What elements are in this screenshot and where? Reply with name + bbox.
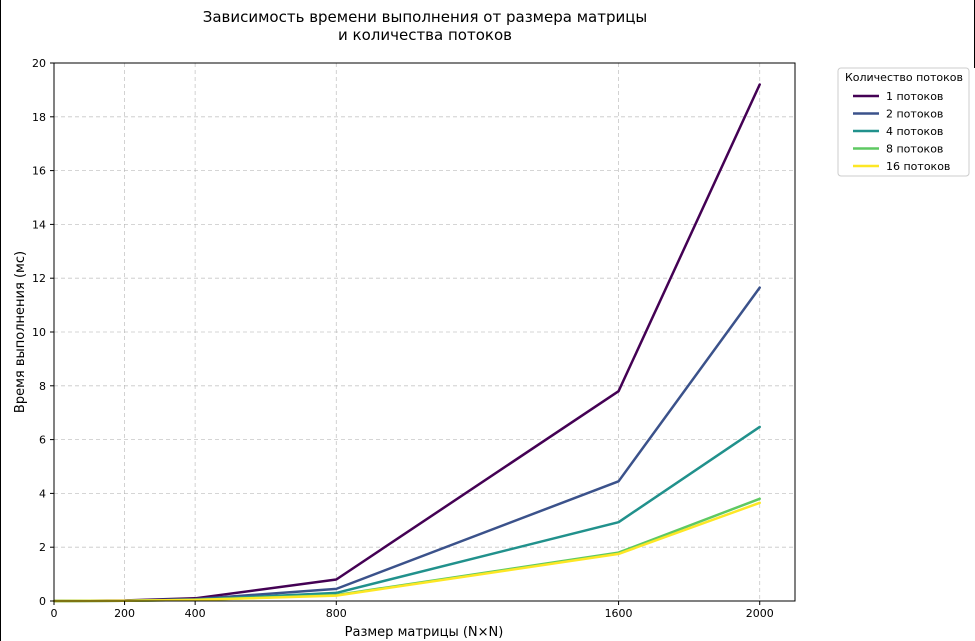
legend-label-4: 8 потоков xyxy=(886,143,943,156)
legend-label-5: 16 потоков xyxy=(886,160,950,173)
y-tick-label-3: 6 xyxy=(39,434,46,447)
x-tick-label-5: 2000 xyxy=(746,607,774,620)
y-tick-label-6: 12 xyxy=(32,272,46,285)
y-tick-label-5: 10 xyxy=(32,326,46,339)
x-tick-label-2: 400 xyxy=(185,607,206,620)
y-axis-label: Время выполнения (мс) xyxy=(13,251,28,413)
legend-title: Количество потоков xyxy=(845,71,963,84)
series-line-5 xyxy=(52,501,761,603)
y-tick-label-4: 8 xyxy=(39,380,46,393)
x-tick-label-4: 1600 xyxy=(605,607,633,620)
series-line-3 xyxy=(52,425,761,603)
x-tick-label-3: 800 xyxy=(326,607,347,620)
x-tick-label-0: 0 xyxy=(51,607,58,620)
y-tick-label-0: 0 xyxy=(39,595,46,608)
series-line-1 xyxy=(52,83,761,603)
y-tick-label-10: 20 xyxy=(32,57,46,70)
legend-items: 1 потоков 2 потоков 4 потоков 8 потоков 16 п… xyxy=(853,90,950,173)
chart-title: Зависимость времени выполнения от размер… xyxy=(203,8,648,44)
y-tick-label-8: 16 xyxy=(32,165,46,178)
x-axis-ticks: 0 200 400 800 1600 2000 xyxy=(51,601,774,620)
y-tick-label-9: 18 xyxy=(32,111,46,124)
y-tick-label-1: 2 xyxy=(39,541,46,554)
series-line-2 xyxy=(52,286,761,603)
y-tick-label-2: 4 xyxy=(39,487,46,500)
x-tick-label-1: 200 xyxy=(114,607,135,620)
chart-title-line-2: и количества потоков xyxy=(338,26,512,44)
y-tick-label-7: 14 xyxy=(32,218,46,231)
legend-label-1: 1 потоков xyxy=(886,90,943,103)
legend-label-3: 4 потоков xyxy=(886,125,943,138)
chart-title-line-1: Зависимость времени выполнения от размер… xyxy=(203,8,648,26)
legend: Количество потоков 1 потоков 2 потоков 4 п… xyxy=(837,67,970,177)
y-axis-ticks: 0 2 4 6 8 10 12 14 16 18 20 xyxy=(32,57,54,608)
legend-label-2: 2 потоков xyxy=(886,108,943,121)
series-lines xyxy=(52,83,761,603)
x-axis-label: Размер матрицы (N×N) xyxy=(345,625,504,640)
